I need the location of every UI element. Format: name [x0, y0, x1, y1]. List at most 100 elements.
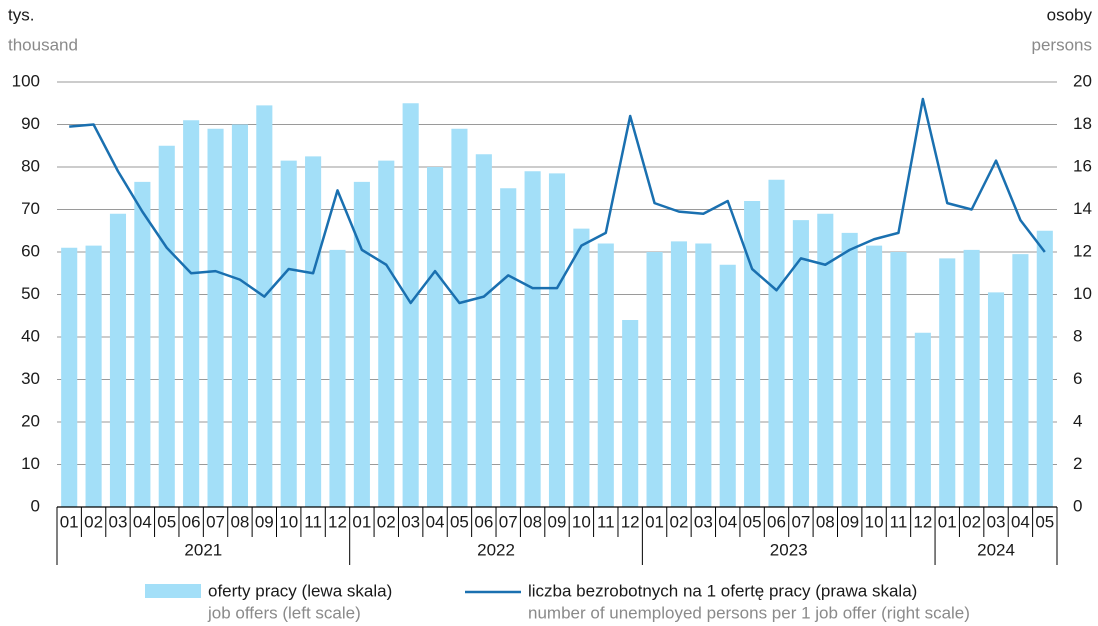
- y2-tick-label: 10: [1073, 284, 1092, 303]
- x-tick-label: 12: [328, 512, 347, 531]
- bar: [378, 160, 395, 507]
- x-tick-label: 11: [597, 512, 615, 531]
- y2-tick-label: 16: [1073, 156, 1092, 175]
- bar: [500, 188, 517, 507]
- x-tick-label: 08: [230, 512, 249, 531]
- x-tick-label: 01: [645, 512, 664, 531]
- y2-tick-label: 8: [1073, 326, 1082, 345]
- y-tick-label: 30: [21, 369, 40, 388]
- bar: [719, 264, 736, 507]
- bar: [573, 228, 590, 507]
- x-tick-label: 11: [304, 512, 322, 531]
- y-tick-label: 60: [21, 241, 40, 260]
- x-tick-label: 01: [938, 512, 957, 531]
- bar: [1012, 254, 1029, 507]
- x-tick-label: 09: [255, 512, 274, 531]
- y2-axis-label-en: persons: [1032, 35, 1092, 54]
- x-tick-label: 11: [890, 512, 908, 531]
- x-tick-label: 02: [377, 512, 396, 531]
- bar: [61, 247, 78, 507]
- x-tick-label: 10: [865, 512, 884, 531]
- x-tick-label: 02: [84, 512, 103, 531]
- bar: [1036, 230, 1053, 507]
- x-tick-label: 09: [840, 512, 859, 531]
- x-tick-label: 07: [791, 512, 810, 531]
- bar: [890, 252, 907, 507]
- bar: [402, 103, 419, 507]
- x-tick-label: 04: [1011, 512, 1030, 531]
- bar: [622, 320, 639, 507]
- bar: [85, 245, 102, 507]
- y-tick-label: 40: [21, 326, 40, 345]
- y2-tick-label: 14: [1073, 199, 1092, 218]
- x-tick-label: 10: [572, 512, 591, 531]
- x-tick-label: 08: [523, 512, 542, 531]
- bar: [987, 292, 1005, 507]
- x-tick-label: 12: [621, 512, 640, 531]
- x-tick-label: 09: [548, 512, 567, 531]
- legend-label: liczba bezrobotnych na 1 ofertę pracy (p…: [528, 581, 917, 600]
- y2-tick-label: 0: [1073, 496, 1082, 515]
- x-group-label: 2023: [770, 540, 808, 559]
- y-tick-label: 0: [31, 496, 40, 515]
- bar: [183, 120, 200, 507]
- x-tick-label: 02: [962, 512, 981, 531]
- y2-tick-label: 6: [1073, 369, 1082, 388]
- y2-tick-label: 20: [1073, 71, 1092, 90]
- x-tick-label: 04: [133, 512, 152, 531]
- x-tick-label: 10: [279, 512, 298, 531]
- bar: [695, 243, 712, 507]
- x-tick-label: 05: [743, 512, 762, 531]
- bar: [305, 156, 322, 507]
- line: [69, 97, 1046, 305]
- bar: [524, 171, 541, 507]
- y-tick-label: 80: [21, 156, 40, 175]
- bar: [427, 167, 444, 507]
- bar: [280, 160, 297, 507]
- legend-swatch: [145, 584, 201, 598]
- x-tick-label: 04: [426, 512, 445, 531]
- bar: [817, 213, 834, 507]
- y2-tick-label: 4: [1073, 411, 1082, 430]
- bar: [841, 232, 858, 507]
- x-tick-label: 06: [182, 512, 201, 531]
- x-tick-label: 04: [718, 512, 737, 531]
- x-tick-label: 03: [109, 512, 128, 531]
- x-tick-label: 03: [401, 512, 420, 531]
- x-tick-label: 05: [157, 512, 176, 531]
- legend-label: oferty pracy (lewa skala): [208, 581, 392, 600]
- legend-label-en: number of unemployed persons per 1 job o…: [528, 603, 970, 622]
- x-tick-label: 07: [499, 512, 518, 531]
- bar: [109, 213, 127, 507]
- bar: [548, 173, 566, 507]
- x-tick-label: 06: [767, 512, 786, 531]
- y-tick-label: 100: [12, 71, 40, 90]
- y2-tick-label: 12: [1073, 241, 1092, 260]
- y-tick-label: 50: [21, 284, 40, 303]
- y2-axis-label: osoby: [1047, 5, 1093, 24]
- bar: [451, 128, 468, 507]
- bar: [963, 249, 980, 507]
- bar: [475, 154, 492, 507]
- y-tick-label: 10: [21, 454, 40, 473]
- x-tick-label: 03: [694, 512, 713, 531]
- x-group-label: 2024: [977, 540, 1015, 559]
- bar: [914, 332, 931, 507]
- bar: [768, 179, 785, 507]
- y-axis-label-en: thousand: [8, 35, 78, 54]
- y2-tick-label: 18: [1073, 114, 1092, 133]
- x-tick-label: 01: [60, 512, 79, 531]
- bar: [353, 181, 370, 507]
- bar: [231, 124, 248, 507]
- bar: [134, 181, 151, 507]
- x-tick-label: 03: [987, 512, 1006, 531]
- bar: [207, 128, 224, 507]
- x-tick-label: 06: [474, 512, 493, 531]
- x-tick-label: 01: [352, 512, 371, 531]
- x-tick-label: 07: [206, 512, 225, 531]
- bar: [744, 201, 761, 507]
- y-tick-label: 90: [21, 114, 40, 133]
- x-tick-label: 12: [913, 512, 932, 531]
- bar: [939, 258, 956, 507]
